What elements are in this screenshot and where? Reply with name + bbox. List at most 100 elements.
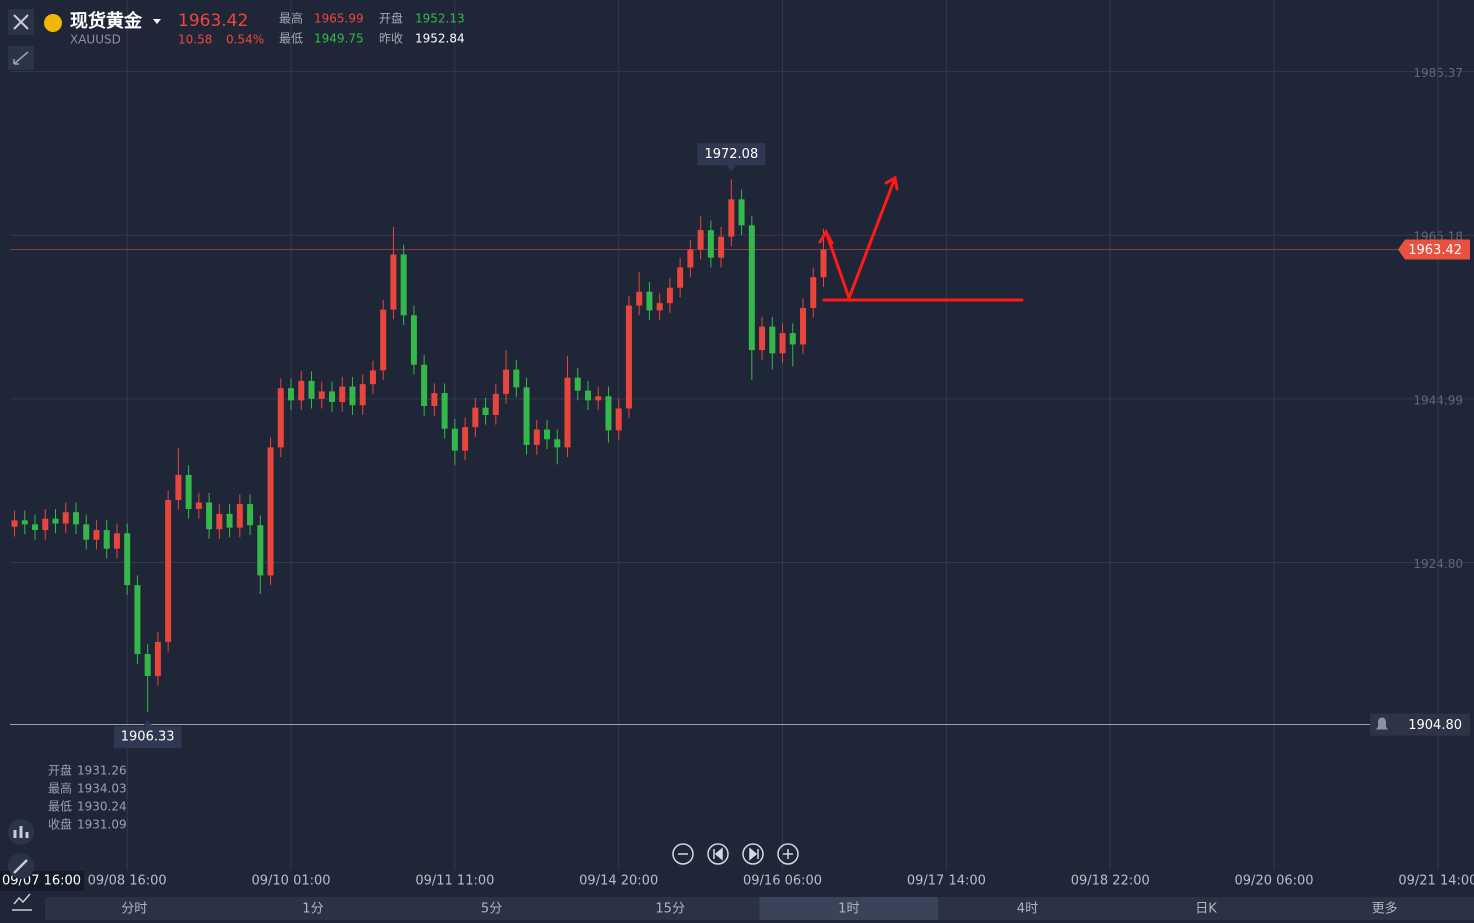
- candle-body: [472, 407, 479, 428]
- x-tick-label: 09/14 20:00: [579, 874, 658, 889]
- candle-body: [738, 199, 745, 226]
- candle-body: [339, 386, 346, 402]
- timeframe-tab[interactable]: [402, 897, 581, 920]
- arrow-head: [884, 175, 899, 191]
- instrument-name[interactable]: 现货黄金: [70, 10, 143, 32]
- candle-body: [656, 303, 663, 311]
- timeframe-tab[interactable]: [1116, 897, 1296, 920]
- collapse-icon: [13, 51, 29, 65]
- timeframe-tab[interactable]: [759, 897, 939, 920]
- candle-body: [308, 380, 315, 399]
- candle-body: [441, 393, 448, 429]
- candle-body: [236, 504, 243, 528]
- candle-body: [11, 520, 18, 527]
- candle-body: [513, 369, 520, 388]
- chart-type-icon[interactable]: [12, 893, 32, 911]
- candle-body: [277, 388, 284, 448]
- candle-body: [288, 388, 295, 401]
- dropdown-icon[interactable]: [153, 19, 161, 24]
- candle-body: [533, 429, 540, 445]
- ohlc-label: 开盘: [48, 763, 72, 778]
- timeframe-label[interactable]: 更多: [1372, 901, 1398, 917]
- timeframe-label[interactable]: 1时: [838, 902, 859, 917]
- candle-body: [369, 370, 376, 385]
- timeframe-label[interactable]: 分时: [121, 902, 147, 917]
- candle-body: [697, 230, 704, 250]
- x-tick-label: 09/18 22:00: [1071, 874, 1150, 889]
- candle-body: [748, 225, 755, 351]
- timeframe-label[interactable]: 1分: [302, 902, 323, 917]
- candle-body: [267, 447, 274, 576]
- candle-body: [605, 396, 612, 431]
- indicator-icon: [13, 826, 29, 838]
- candle-body: [451, 428, 458, 451]
- candle-body: [584, 390, 591, 401]
- ohlc-label: 最高: [48, 781, 72, 796]
- scroll-end-icon: [749, 847, 759, 861]
- stat-label: 最低: [279, 32, 303, 46]
- x-tick-label: 09/10 01:00: [251, 874, 330, 889]
- candle-body: [431, 393, 438, 407]
- close-icon: [13, 14, 29, 30]
- candle-body: [789, 333, 796, 345]
- alert-bell: [1376, 717, 1388, 730]
- ohlc-label: 最低: [48, 800, 72, 814]
- timeframe-tab[interactable]: [580, 897, 760, 920]
- arrow-head: [818, 228, 834, 245]
- alert-tag: [1370, 713, 1470, 736]
- candle-body: [646, 291, 653, 311]
- plot-layer: 1963.42 1904.80 1972.08 1906.33: [10, 143, 1470, 749]
- candle-body: [410, 315, 417, 365]
- scroll-start[interactable]: [707, 843, 729, 865]
- low-tag: [113, 720, 182, 749]
- candle-body: [216, 513, 223, 530]
- drawn-annotation: [818, 175, 1024, 303]
- candle-body: [687, 249, 694, 268]
- x-tick-label: 09/11 11:00: [415, 874, 494, 889]
- candle-body: [257, 525, 264, 576]
- timeframe-label[interactable]: 15分: [655, 902, 685, 917]
- zoom-out[interactable]: [672, 843, 694, 865]
- candle-body: [615, 408, 622, 431]
- candle-body: [503, 369, 510, 394]
- candle-body: [359, 384, 366, 406]
- zoom-in-icon: [783, 849, 793, 859]
- candle-body: [165, 500, 172, 642]
- candle-body: [195, 502, 202, 509]
- candle-body: [52, 518, 59, 524]
- timeframe-label[interactable]: 日K: [1195, 902, 1217, 917]
- timeframe-label[interactable]: 5分: [481, 902, 502, 917]
- stat-value: 1952.13: [415, 12, 465, 26]
- candle-body: [103, 530, 110, 549]
- x-tick-label: 09/16 06:00: [743, 874, 822, 889]
- stat-value: 1965.99: [314, 12, 364, 26]
- timeframe-label[interactable]: 4时: [1017, 902, 1038, 917]
- candle-body: [759, 326, 766, 351]
- candle-body: [93, 530, 100, 540]
- candle-body: [380, 309, 387, 371]
- timeframe-tab[interactable]: [45, 897, 224, 920]
- alert-label: 1904.80: [1408, 718, 1462, 733]
- candle-body: [707, 230, 714, 258]
- zoom-in[interactable]: [777, 843, 799, 865]
- change-pct: 0.54%: [226, 33, 264, 47]
- candle-body: [349, 386, 356, 406]
- coin-icon: [44, 14, 62, 32]
- ohlc-value: 1930.24: [77, 800, 127, 814]
- timeframe-tab[interactable]: [223, 897, 403, 920]
- timeframe-tab[interactable]: [1295, 897, 1474, 920]
- x-tick-label: 09/20 06:00: [1235, 874, 1314, 889]
- x-tick-label: 09/08 16:00: [88, 874, 167, 889]
- candle-body: [226, 513, 233, 528]
- ohlc-label: 收盘: [48, 817, 72, 832]
- last-price-tag: [1398, 239, 1470, 260]
- candle-body: [144, 654, 151, 676]
- candle-body: [677, 267, 684, 288]
- candle-body: [769, 326, 776, 354]
- candle-body: [820, 249, 827, 278]
- timeframe-tab[interactable]: [938, 897, 1117, 920]
- candle-body: [185, 474, 192, 509]
- scroll-end[interactable]: [742, 843, 764, 865]
